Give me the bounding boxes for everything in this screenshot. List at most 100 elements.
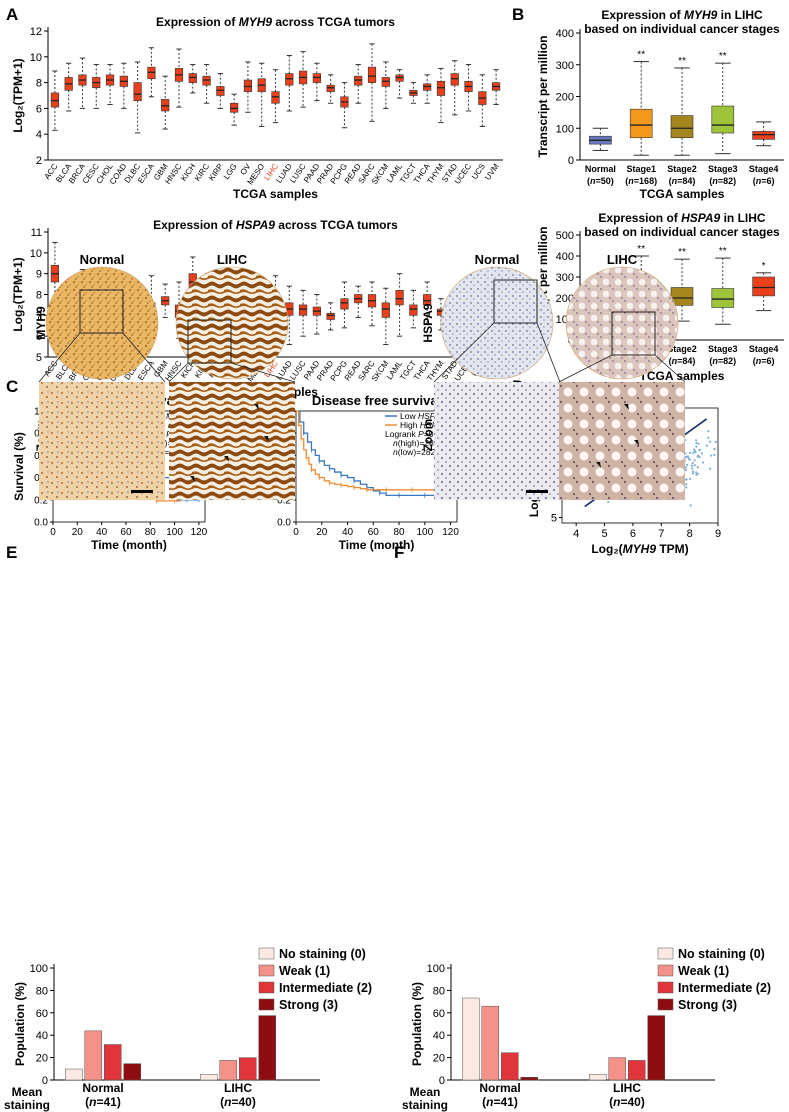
zoom-connector	[122, 332, 166, 383]
x-tick-label: UVM	[483, 162, 501, 182]
scatter-point	[710, 454, 713, 457]
text-span: =6)	[761, 356, 774, 366]
box-Stage3	[711, 105, 735, 134]
zoom-label: Zoom	[421, 419, 435, 452]
zoom-connector	[433, 322, 495, 383]
scatter-point	[707, 430, 710, 433]
bar-Normal-3	[123, 1063, 141, 1081]
scatter-point	[691, 467, 694, 470]
bar-Normal-0	[462, 997, 480, 1081]
chart-title: Expression of MYH9 in LIHC	[601, 8, 763, 22]
box-LAML	[395, 290, 404, 306]
y-tick-label: 10	[30, 52, 42, 64]
significance-marker: *	[762, 261, 766, 272]
y-tick-label: 0	[568, 155, 574, 167]
scatter-point	[698, 455, 701, 459]
legend-swatch	[258, 947, 275, 960]
scatter-point	[687, 457, 690, 460]
scatter-point	[691, 461, 694, 465]
ihc-panel-e: Normal LIHC MYH9 Zoom	[34, 252, 296, 500]
n-label: (n=168)	[625, 176, 657, 186]
text-span: n	[756, 356, 762, 366]
scatter-point	[685, 463, 689, 467]
text-span: (	[709, 176, 712, 186]
arrowhead-icon	[634, 440, 639, 446]
scatter-point	[701, 461, 705, 464]
y-axis-label: Population (%)	[410, 982, 424, 1066]
x-tick-label: 120	[191, 527, 208, 538]
mean-label: Mean	[410, 1085, 441, 1099]
text-span: Expression of	[598, 211, 681, 225]
x-tick-label: Stage1	[626, 164, 656, 174]
y-tick-label: 200	[556, 92, 574, 104]
col-label-lihc: LIHC	[607, 252, 638, 267]
zoom-region-normal	[79, 289, 124, 334]
y-axis-label: Survival (%)	[12, 432, 26, 501]
tissue-core-lihc	[565, 266, 679, 380]
text-span: =84)	[677, 356, 695, 366]
bar-LIHC-2	[239, 1057, 257, 1081]
n-label: (n=40)	[609, 1095, 645, 1109]
legend-swatch	[258, 981, 275, 994]
x-tick-label: 100	[166, 527, 183, 538]
y-tick-label: 0.0	[277, 518, 291, 529]
zoom-image-lihc	[169, 382, 295, 500]
scatter-point	[697, 454, 700, 457]
text-span: (	[220, 1095, 224, 1109]
legend-label: Low HSPA9	[400, 411, 445, 421]
panel-letter-e: E	[6, 543, 17, 562]
y-tick-label: 5	[551, 513, 557, 525]
text-span: (high)=282	[398, 438, 439, 448]
scatter-point	[695, 471, 698, 474]
arrowhead-icon	[264, 436, 269, 442]
scatter-point	[684, 478, 687, 481]
scatter-point	[607, 500, 610, 504]
text-span: n	[486, 1095, 493, 1109]
scatter-point	[697, 442, 700, 445]
col-label-normal: Normal	[475, 252, 520, 267]
scatter-point	[689, 477, 692, 481]
x-tick-label: 40	[342, 527, 354, 538]
box-TGCT	[409, 304, 418, 316]
group-label: LIHC	[224, 1081, 252, 1095]
bar-LIHC-3	[258, 1015, 276, 1081]
y-tick-label: 6	[36, 103, 42, 115]
y-tick-label: 12	[30, 26, 42, 38]
arrowhead-icon	[596, 462, 601, 468]
text-span: n	[613, 1095, 620, 1109]
text-span: MYH9	[684, 8, 718, 22]
text-span: in LIHC	[717, 8, 763, 22]
text-span: n	[89, 1095, 96, 1109]
text-span: =41)	[493, 1095, 517, 1109]
bar-LIHC-1	[608, 1057, 626, 1081]
text-span: (	[625, 176, 628, 186]
y-tick-label: 0.2	[277, 495, 291, 506]
text-span: Expression of	[156, 15, 239, 29]
bar-Normal-2	[104, 1044, 122, 1081]
text-span: HSPA9	[420, 420, 448, 430]
y-tick-label: 300	[556, 272, 574, 284]
bar-Normal-0	[65, 1068, 83, 1081]
n-label: (n=50)	[587, 176, 614, 186]
zoom-connector	[230, 362, 296, 383]
text-span: =82)	[718, 356, 736, 366]
text-span: MYH9	[239, 15, 273, 29]
scatter-point	[685, 486, 688, 489]
scatter-point	[708, 440, 712, 443]
ihc-panel-f: Normal LIHC HSPA9 Zoom	[421, 252, 686, 500]
y-tick-label: 2	[36, 155, 42, 167]
text-span: (low)=282	[398, 447, 436, 457]
text-span: =50)	[596, 176, 614, 186]
n-label: (n=84)	[669, 356, 696, 366]
x-axis-label: TCGA samples	[640, 187, 725, 201]
text-span: =6)	[761, 176, 774, 186]
significance-marker: **	[678, 56, 686, 67]
scatter-point	[695, 439, 698, 442]
chart-title: Expression of MYH9 across TCGA tumors	[156, 15, 395, 29]
y-tick-label: 7	[36, 310, 42, 322]
legend-swatch	[657, 981, 674, 994]
n-label: (n=41)	[482, 1095, 518, 1109]
y-tick-label: 40	[433, 1030, 445, 1042]
text-span: n	[672, 356, 678, 366]
